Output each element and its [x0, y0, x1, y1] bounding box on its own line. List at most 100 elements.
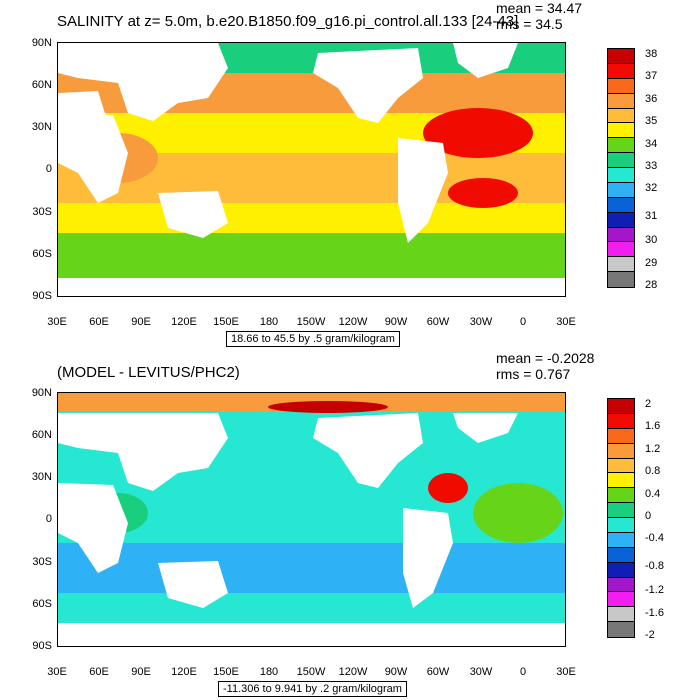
colorbar [607, 398, 635, 638]
colorbar-label: 35 [645, 115, 658, 127]
rms-value: rms = 0.767 [496, 366, 571, 382]
lon-label: 0 [519, 316, 527, 328]
lat-label: 90N [31, 387, 52, 399]
lat-label: 30S [32, 556, 52, 568]
salinity-map [57, 42, 566, 297]
colorbar-swatch [608, 108, 634, 124]
colorbar-swatch [608, 577, 634, 593]
colorbar-label: 33 [645, 160, 658, 172]
lon-label: 60E [89, 316, 109, 328]
lon-label: 30W [469, 666, 493, 678]
colorbar-label: 0 [645, 510, 652, 522]
colorbar-swatch [608, 458, 634, 474]
colorbar-swatch [608, 503, 634, 518]
colorbar-swatch [608, 272, 634, 287]
lat-label: 90S [32, 290, 52, 302]
colorbar-label: 32 [645, 182, 658, 194]
colorbar-swatch [608, 257, 634, 273]
colorbar-swatch [608, 399, 634, 414]
colorbar-swatch [608, 123, 634, 139]
colorbar-swatch [608, 197, 634, 213]
lon-label: 90E [131, 666, 151, 678]
colorbar-label: 37 [645, 70, 658, 82]
mean-value: mean = 34.47 [496, 0, 583, 16]
colorbar-label: 34 [645, 138, 658, 150]
colorbar-swatch [608, 443, 634, 459]
colorbar-swatch [608, 227, 634, 243]
colorbar-swatch [608, 78, 634, 94]
lat-label: 30N [31, 471, 52, 483]
lat-label: 60N [31, 429, 52, 441]
contour-info: 18.66 to 45.5 by .5 gram/kilogram [226, 331, 400, 347]
mean-value: mean = -0.2028 [496, 350, 595, 366]
lon-label: 90W [384, 316, 408, 328]
colorbar-swatch [608, 547, 634, 563]
colorbar-swatch [608, 242, 634, 258]
lon-label: 90W [384, 666, 408, 678]
lon-label: 30W [469, 316, 493, 328]
panel-title: (MODEL - LEVITUS/PHC2) [57, 364, 240, 381]
colorbar-swatch [608, 607, 634, 623]
colorbar [607, 48, 635, 288]
lon-label: 60W [426, 316, 450, 328]
colorbar-swatch [608, 93, 634, 109]
lon-label: 120E [171, 666, 197, 678]
colorbar-label: 38 [645, 48, 658, 60]
lon-label: 120W [338, 666, 368, 678]
lon-label: 30E [47, 666, 67, 678]
colorbar-swatch [608, 428, 634, 444]
colorbar-swatch [608, 212, 634, 228]
lat-label: 0 [45, 163, 52, 175]
lon-label: 30E [556, 316, 576, 328]
lat-label: 60N [31, 79, 52, 91]
lat-label: 30N [31, 121, 52, 133]
colorbar-swatch [608, 622, 634, 637]
colorbar-swatch [608, 182, 634, 198]
lon-label: 150E [213, 316, 239, 328]
colorbar-label: 28 [645, 279, 658, 291]
lon-label: 120E [171, 316, 197, 328]
lat-label: 60S [32, 598, 52, 610]
panel-title: SALINITY at z= 5.0m, b.e20.B1850.f09_g16… [57, 13, 519, 30]
lat-label: 90S [32, 640, 52, 652]
colorbar-label: 1.2 [645, 443, 661, 455]
lon-label: 150W [296, 316, 326, 328]
colorbar-label: 0.4 [645, 488, 661, 500]
colorbar-label: 36 [645, 93, 658, 105]
rms-value: rms = 34.5 [496, 16, 563, 32]
colorbar-label: -0.4 [645, 532, 664, 544]
lon-label: 90E [131, 316, 151, 328]
contour-info: -11.306 to 9.941 by .2 gram/kilogram [218, 681, 407, 697]
lon-label: 0 [519, 666, 527, 678]
lat-label: 0 [45, 513, 52, 525]
colorbar-swatch [608, 138, 634, 154]
difference-map [57, 392, 566, 647]
colorbar-label: 0.8 [645, 465, 661, 477]
lon-label: 180 [259, 316, 279, 328]
colorbar-label: 1.6 [645, 420, 661, 432]
colorbar-label: -2 [645, 629, 655, 641]
lon-label: 180 [259, 666, 279, 678]
colorbar-swatch [608, 488, 634, 504]
difference-panel: (MODEL - LEVITUS/PHC2) mean = -0.2028 rm… [0, 350, 700, 700]
lat-label: 90N [31, 37, 52, 49]
colorbar-swatch [608, 562, 634, 578]
lat-label: 60S [32, 248, 52, 260]
colorbar-label: 31 [645, 210, 658, 222]
colorbar-label: 29 [645, 257, 658, 269]
colorbar-label: 2 [645, 398, 652, 410]
lat-label: 30S [32, 206, 52, 218]
colorbar-label: -1.6 [645, 607, 664, 619]
colorbar-swatch [608, 168, 634, 183]
colorbar-swatch [608, 518, 634, 533]
lon-label: 150E [213, 666, 239, 678]
colorbar-label: 30 [645, 234, 658, 246]
colorbar-swatch [608, 49, 634, 64]
lon-label: 150W [296, 666, 326, 678]
lon-label: 60W [426, 666, 450, 678]
lon-label: 30E [47, 316, 67, 328]
colorbar-swatch [608, 153, 634, 168]
colorbar-swatch [608, 592, 634, 608]
salinity-panel: SALINITY at z= 5.0m, b.e20.B1850.f09_g16… [31, 0, 658, 347]
colorbar-swatch [608, 63, 634, 79]
